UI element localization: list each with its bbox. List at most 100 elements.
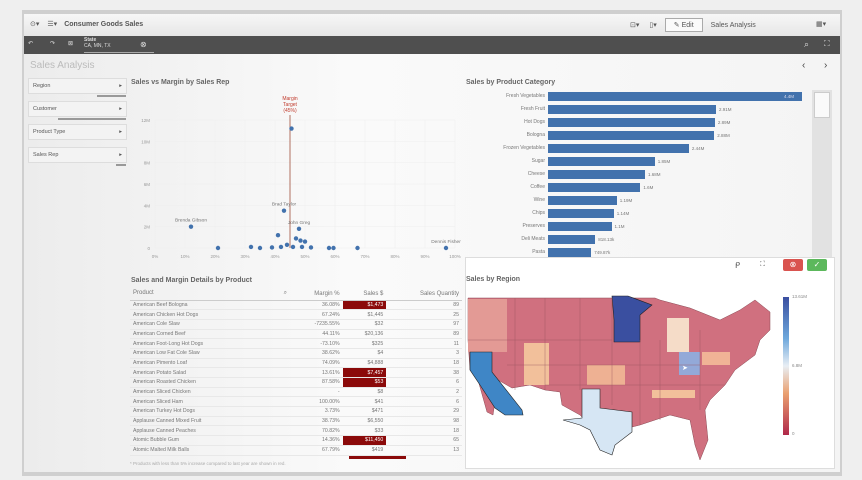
story-icon[interactable]: ⊡▾ bbox=[630, 22, 640, 29]
sheet-name[interactable]: Sales Analysis bbox=[710, 21, 756, 29]
table-row[interactable]: American Low Fat Cole Slaw 38.62% $4 3 bbox=[130, 348, 462, 359]
state-utah[interactable] bbox=[524, 343, 549, 385]
bar-value-label: 4.4M bbox=[784, 94, 795, 99]
state-pacific-nw[interactable] bbox=[468, 299, 507, 352]
reference-line-label: Target bbox=[283, 102, 298, 108]
cell-quantity: 18 bbox=[386, 358, 462, 369]
table-row[interactable]: American Pimento Loaf 74.09% $4,888 18 bbox=[130, 358, 462, 369]
table-row[interactable]: Atomic Malted Milk Balls 67.79% $419 13 bbox=[130, 445, 462, 456]
next-sheet-icon[interactable]: › bbox=[824, 60, 828, 71]
table-row[interactable]: Applause Canned Mixed Fruit 38.73% $6,55… bbox=[130, 416, 462, 427]
filter-customer[interactable]: Customer ▸ bbox=[28, 101, 127, 120]
scatter-point bbox=[278, 244, 284, 250]
bar-chart-scrollbar[interactable] bbox=[812, 90, 832, 258]
bar-value-label: 749.87k bbox=[594, 250, 611, 255]
selection-tool-icon[interactable]: ⛶ bbox=[824, 39, 830, 48]
scatter-chart[interactable]: 0% 10% 20% 30% 40% 50% 60% 70% 80% 90% 100% 0 2M 4M 6M… bbox=[130, 88, 464, 268]
table-row[interactable]: American Chicken Hot Dogs 67.24% $1,445 … bbox=[130, 309, 462, 320]
global-menu-icon[interactable]: ⊙▾ bbox=[30, 21, 40, 28]
bar[interactable] bbox=[548, 183, 641, 192]
legend-mid: 6.8M bbox=[792, 363, 803, 368]
bar[interactable] bbox=[548, 92, 802, 101]
column-header-product[interactable]: Product ⌕ bbox=[130, 288, 290, 301]
selections-back-icon[interactable]: ↶ bbox=[28, 41, 34, 47]
table-row[interactable]: American Cole Slaw -7235.55% $32 97 bbox=[130, 319, 462, 330]
bar-chart[interactable]: Fresh Vegetables 4.4M Fresh Fruit 2.91M Ho… bbox=[465, 90, 810, 258]
cell-product: Applause Canned Peaches bbox=[130, 425, 290, 437]
bar[interactable] bbox=[548, 196, 617, 205]
sheets-menu-icon[interactable]: ▦▾ bbox=[816, 21, 827, 28]
bar[interactable] bbox=[548, 131, 715, 140]
table-row[interactable]: American Potato Salad 13.61% $7,457 38 bbox=[130, 367, 462, 378]
table-row[interactable]: American Beef Bologna 36.08% $1,473 89 bbox=[130, 300, 462, 311]
bar[interactable] bbox=[548, 105, 716, 114]
selections-bar: ↶ ↷ ⊠ State CA, MN, TX ⊗ ⌕ ⛶ bbox=[24, 36, 840, 54]
x-tick-label: 70% bbox=[360, 254, 369, 259]
scrollbar-thumb[interactable] bbox=[814, 92, 830, 118]
table-row[interactable]: American Roasted Chicken 87.58% $53 6 bbox=[130, 377, 462, 388]
selection-chip-state[interactable]: State CA, MN, TX ⊗ bbox=[84, 37, 154, 53]
table-footnote: * Products with less than 5% increase co… bbox=[130, 460, 286, 466]
reference-line-label: Margin bbox=[282, 96, 298, 102]
table-row[interactable]: American Turkey Hot Dogs 3.73% $471 29 bbox=[130, 406, 462, 417]
table-row[interactable]: Atomic Bubble Gum 14.36% $11,450 65 bbox=[130, 435, 462, 446]
state-minnesota[interactable] bbox=[611, 295, 653, 343]
state-kansas[interactable] bbox=[587, 365, 625, 385]
bar[interactable] bbox=[548, 157, 655, 166]
scatter-point bbox=[284, 242, 290, 247]
x-tick-label: 0% bbox=[152, 254, 159, 259]
state-ohio[interactable] bbox=[679, 352, 700, 375]
bar[interactable] bbox=[548, 209, 614, 218]
selection-mode-icon[interactable]: ⛶ bbox=[760, 261, 765, 268]
cell-quantity: 89 bbox=[386, 329, 462, 340]
bar[interactable] bbox=[548, 222, 612, 231]
state-texas[interactable] bbox=[562, 388, 633, 456]
cell-product: American Corned Beef bbox=[130, 329, 290, 340]
filter-label: Customer bbox=[33, 106, 57, 112]
filter-sales-rep[interactable]: Sales Rep ▸ bbox=[28, 147, 127, 166]
cancel-selection-button[interactable]: ⊗ bbox=[783, 259, 803, 271]
filter-product-type[interactable]: Product Type ▸ bbox=[28, 124, 127, 140]
bar[interactable] bbox=[548, 144, 689, 153]
state-michigan[interactable] bbox=[667, 318, 689, 352]
navigation-menu-icon[interactable]: ☰▾ bbox=[47, 21, 58, 28]
clear-all-icon[interactable]: ⊠ bbox=[68, 41, 74, 47]
bar[interactable] bbox=[548, 248, 592, 257]
selections-forward-icon[interactable]: ↷ bbox=[50, 41, 56, 47]
state-borders bbox=[468, 298, 725, 425]
cell-sales: $8 bbox=[342, 387, 387, 398]
filter-region[interactable]: Region ▸ bbox=[28, 78, 127, 97]
lasso-icon[interactable]: ᑭ bbox=[735, 261, 741, 270]
bookmark-icon[interactable]: ▯▾ bbox=[649, 22, 657, 29]
state-california[interactable] bbox=[469, 351, 524, 416]
x-tick-label: 90% bbox=[420, 254, 429, 259]
cell-margin: 74.09% bbox=[290, 358, 343, 369]
column-header-quantity[interactable]: Sales Quantity bbox=[386, 288, 462, 301]
cell-margin: 36.08% bbox=[290, 300, 343, 311]
confirm-selection-button[interactable]: ✓ bbox=[807, 259, 827, 271]
bar-value-label: 1.14M bbox=[616, 211, 630, 216]
state-tennessee[interactable] bbox=[652, 390, 695, 398]
column-header-margin[interactable]: Margin % bbox=[290, 288, 343, 301]
bar[interactable] bbox=[548, 170, 645, 179]
column-search-icon[interactable]: ⌕ bbox=[283, 290, 287, 297]
table-row[interactable]: American Sliced Chicken - $8 2 bbox=[130, 387, 462, 398]
cell-margin: 67.79% bbox=[290, 445, 343, 456]
table-row[interactable]: American Foot-Long Hot Dogs -73.10% $325… bbox=[130, 338, 462, 349]
table-row[interactable]: Applause Canned Peaches 70.82% $33 18 bbox=[130, 425, 462, 437]
bar-value-label: 1.19M bbox=[619, 198, 633, 203]
previous-sheet-icon[interactable]: ‹ bbox=[802, 60, 806, 71]
column-header-sales[interactable]: Sales $ bbox=[342, 288, 387, 301]
table-row[interactable]: American Sliced Ham 100.00% $41 6 bbox=[130, 396, 462, 408]
scatter-point bbox=[257, 245, 263, 251]
bar-value-label: 818.13k bbox=[598, 237, 615, 242]
bar[interactable] bbox=[548, 118, 715, 127]
state-pennsylvania[interactable] bbox=[702, 352, 730, 365]
search-icon[interactable]: ⌕ bbox=[804, 39, 810, 49]
category-label: Hot Dogs bbox=[524, 119, 545, 125]
table-row[interactable]: American Corned Beef 44.11% $20,136 89 bbox=[130, 329, 462, 340]
clear-selection-icon[interactable]: ⊗ bbox=[140, 40, 147, 49]
edit-button[interactable]: ✎ Edit bbox=[664, 18, 703, 32]
bar[interactable] bbox=[548, 235, 596, 244]
